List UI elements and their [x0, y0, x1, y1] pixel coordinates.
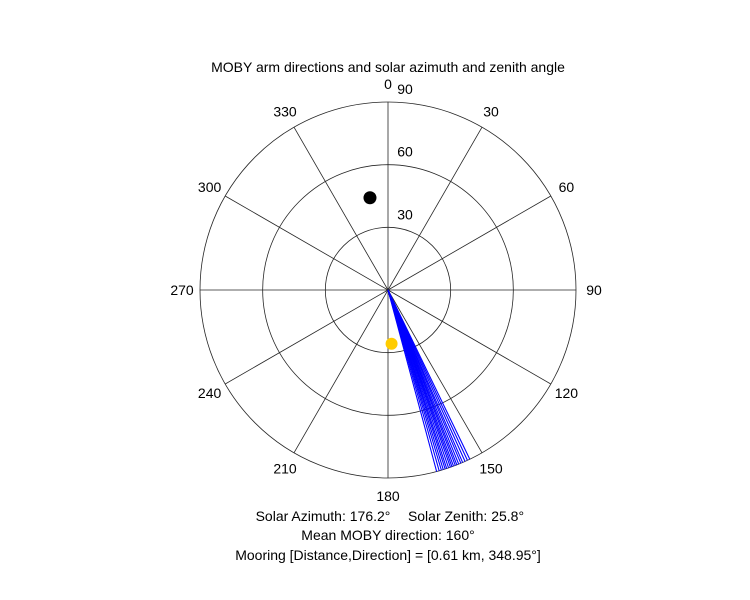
angle-tick-label: 240 [198, 385, 222, 401]
spoke-240 [224, 289, 389, 385]
angle-tick-label: 90 [586, 282, 602, 298]
radial-tick-label: 30 [397, 206, 413, 222]
ring-60 [262, 164, 514, 416]
mooring-marker [363, 191, 377, 205]
radial-tick-label: 60 [397, 144, 413, 160]
angle-tick-label: 150 [479, 460, 503, 476]
spoke-210 [293, 289, 389, 454]
angle-tick-label: 180 [376, 488, 400, 504]
moby-arm-ray [387, 289, 438, 472]
spoke-330 [293, 126, 389, 291]
ring-30 [324, 226, 452, 354]
angle-tick-label: 300 [198, 179, 222, 195]
spoke-300 [224, 195, 389, 291]
solar-zenith-label: Solar Zenith: 25.8° [408, 508, 524, 524]
spoke-150 [387, 289, 483, 454]
chart-title: MOBY arm directions and solar azimuth an… [211, 59, 565, 75]
polar-grid [199, 101, 577, 479]
radial-tick-label: 90 [397, 81, 413, 97]
angle-tick-label: 120 [555, 385, 579, 401]
sun-marker [385, 337, 398, 350]
radial-tick-labels: 30 60 90 [397, 81, 413, 222]
angle-tick-labels: 0 30 60 90 120 150 180 210 240 270 300 330 [170, 76, 602, 504]
solar-azimuth-label: Solar Azimuth: 176.2° [256, 508, 391, 524]
markers [363, 191, 398, 350]
angle-tick-label: 60 [559, 179, 575, 195]
angle-tick-label: 270 [170, 282, 194, 298]
spoke-30 [387, 126, 483, 291]
ring-90 [199, 101, 577, 479]
angle-tick-label: 30 [483, 104, 499, 120]
spoke-60 [387, 195, 552, 291]
angle-tick-label: 0 [384, 76, 392, 92]
mean-moby-direction-label: Mean MOBY direction: 160° [301, 527, 474, 543]
mooring-label: Mooring [Distance,Direction] = [0.61 km,… [235, 547, 541, 563]
spoke-120 [387, 289, 552, 385]
moby-arm-rays [387, 289, 471, 472]
angle-tick-label: 210 [273, 460, 297, 476]
angle-tick-label: 330 [273, 104, 297, 120]
